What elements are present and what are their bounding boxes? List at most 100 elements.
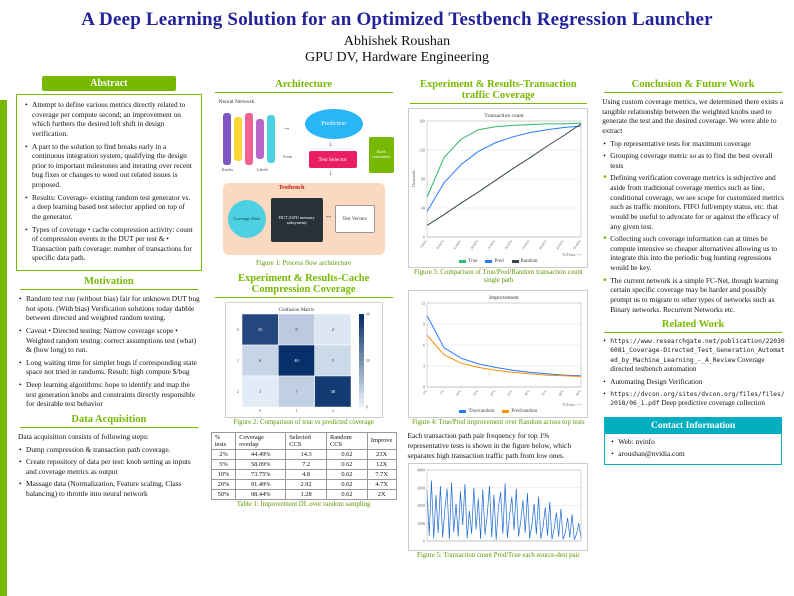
table-row: 2% 44.49% 14.3 0.62 23X (210, 448, 397, 460)
related-work-link[interactable]: https://dvcon.org/sites/dvcon.org/files/… (610, 390, 785, 408)
nn-layer-bar (233, 117, 242, 161)
related-work-link[interactable]: https://www.researchgate.net/publication… (610, 338, 785, 364)
svg-text:10%: 10% (455, 389, 462, 397)
knobs-label: Knobs (221, 167, 234, 172)
svg-text:80: 80 (421, 177, 425, 182)
legend-swatch (459, 260, 467, 263)
contact-email-link[interactable]: aroushan@nvidia.com (610, 449, 777, 459)
bullet-item: A part to the solution to find breaks ea… (24, 142, 195, 190)
svg-text:40.00%: 40.00% (539, 239, 549, 250)
related-work-title: Related Work (604, 319, 782, 334)
figure2-frame: Confusion Matrix 35 8 2 6 40 5 1 7 38 0 1 2 0 1 2 0 20 40 (224, 302, 383, 419)
figure3-chart: 0 40 80 120 160 5.00% 10.00% 15.00% 20.00% 25.00%… (410, 110, 587, 258)
left-accent-bar (0, 100, 7, 596)
table-header-cell: % tests (210, 431, 237, 450)
dut-label: DUT (GPU memory subsystem) (278, 214, 315, 225)
svg-text:%Tests -->: %Tests --> (563, 402, 583, 407)
test-selector-node: Test Selector (308, 151, 357, 168)
table-cell: 7.7X (366, 468, 397, 480)
figure1-caption: Figure 1: Process flow architecture (256, 260, 352, 267)
svg-text:2: 2 (331, 408, 333, 413)
table-cell: 44.49% (235, 448, 287, 460)
bullet-item: Grouping coverage metric so as to find t… (602, 151, 785, 170)
svg-text:35.00%: 35.00% (521, 239, 531, 250)
table-header-cell: Coverage overlap (235, 431, 287, 450)
list-item: https://www.researchgate.net/publication… (602, 337, 786, 374)
prediction-node: Prediction (304, 109, 363, 139)
list-item: Automating Design Verification (602, 378, 786, 388)
table-cell: 5% (210, 458, 237, 470)
svg-text:%Tests -->: %Tests --> (563, 252, 583, 257)
table-row: 5% 58.09% 7.2 0.62 12X (210, 458, 397, 470)
poster-header: A Deep Learning Solution for an Optimize… (0, 0, 794, 70)
legend-swatch (502, 409, 510, 413)
figure3-caption: Figure 3: Comparison of True/Pred/Random… (413, 269, 583, 285)
contact-web-link[interactable]: Web: nvinfo (610, 437, 777, 447)
table-cell: 0.62 (326, 468, 368, 480)
svg-text:40: 40 (366, 313, 370, 317)
table-cell: 1.28 (285, 488, 328, 500)
bullet-item: Random test run (without bias) fair for … (18, 294, 201, 323)
svg-text:3: 3 (423, 363, 425, 368)
figure5-caption: Figure 5: Transaction count Pred/True ea… (417, 552, 580, 560)
train-label: Train (282, 154, 292, 159)
svg-text:6: 6 (423, 342, 425, 347)
svg-text:1: 1 (237, 358, 239, 363)
legend-item: Pred (485, 259, 504, 264)
table-header-cell: Improve (366, 431, 397, 450)
test-vectors-box: Test Vectors (334, 205, 375, 233)
table1-caption: Table 1: Improvement DL over random samp… (236, 500, 371, 508)
abstract-box: Attempt to define various metrics direct… (16, 94, 202, 271)
svg-text:50.00%: 50.00% (573, 239, 583, 250)
affiliation: GPU DV, Hardware Engineering (304, 50, 490, 65)
svg-text:5.00%: 5.00% (420, 239, 429, 249)
cache-results-title: Experiment & Results-Cache Compression C… (214, 273, 393, 299)
table-cell: 2% (210, 448, 237, 460)
svg-text:Confusion Matrix: Confusion Matrix (278, 308, 314, 313)
svg-text:7: 7 (295, 389, 298, 394)
bullet-item: Dump compression & transaction path cove… (18, 445, 201, 455)
table-cell: 0.62 (326, 448, 368, 460)
test-vectors-label: Test Vectors (342, 216, 367, 222)
contact-box: Contact Information Web: nvinfo aroushan… (604, 416, 782, 465)
data-acquisition-title: Data Acquisition (20, 414, 198, 428)
svg-text:0: 0 (423, 235, 425, 240)
bullet-item: Attempt to define various metrics direct… (24, 100, 195, 139)
knob-constraints-label: Knob constraints (372, 149, 391, 159)
figure4-chart: 0 3 6 9 12 1% 5% 10% 15% 20% 25% 30% 35% 40% 45% Improv… (410, 291, 587, 408)
labels-label: Labels (256, 167, 269, 172)
column-transaction: Experiment & Results-Transaction traffic… (406, 74, 592, 565)
figure3-legend: True Pred Random (410, 258, 586, 266)
motivation-title: Motivation (20, 276, 198, 290)
bullet-item: Top representative tests for maximum cov… (602, 139, 785, 149)
figure4-legend: True/random Pred/random (410, 408, 586, 416)
svg-text:0: 0 (237, 327, 239, 332)
figure4-frame: 0 3 6 9 12 1% 5% 10% 15% 20% 25% 30% 35% 40% 45% Improv… (408, 289, 589, 418)
transaction-paragraph: Each transaction path pair frequency for… (407, 431, 572, 460)
svg-text:Thousands: Thousands (411, 170, 416, 188)
svg-text:15%: 15% (473, 389, 480, 397)
figure2-caption: Figure 2: Comparison of true vs predicte… (233, 419, 374, 427)
figure3-frame: 0 40 80 120 160 5.00% 10.00% 15.00% 20.00% 25.00%… (408, 108, 589, 268)
poster-title: A Deep Learning Solution for an Optimize… (81, 9, 713, 30)
bullet-item: Massage data (Normalization, Feature sca… (18, 479, 201, 498)
arrow-down-icon: ↓ (328, 168, 333, 177)
svg-text:20.00%: 20.00% (470, 239, 480, 250)
nn-layer-bar (266, 115, 275, 163)
conclusion-title: Conclusion & Future Work (604, 79, 782, 93)
svg-text:20%: 20% (490, 389, 497, 397)
related-work-text: Coverage directed testbench automation (610, 355, 765, 374)
svg-text:2000: 2000 (417, 503, 425, 508)
bullet-item: Results: Coverage- existing random test … (24, 193, 195, 222)
legend-item: True/random (459, 409, 494, 414)
table-cell: 91.49% (235, 478, 287, 490)
abstract-title: Abstract (42, 76, 176, 91)
svg-text:30%: 30% (524, 389, 531, 397)
bullet-item: Collecting such coverage information can… (602, 234, 785, 273)
svg-text:1: 1 (295, 408, 297, 413)
neural-network-label: Neural Network (218, 99, 255, 105)
svg-text:20: 20 (366, 359, 370, 363)
bullet-item: Defining verification coverage metrics i… (602, 173, 785, 231)
table-cell: 7.2 (285, 458, 328, 470)
knob-constraints-node: Knob constraints (368, 137, 394, 173)
